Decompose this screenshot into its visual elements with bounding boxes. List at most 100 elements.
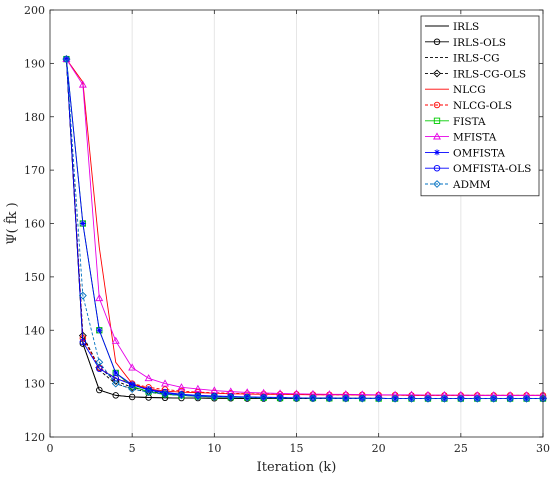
data-point	[128, 385, 137, 393]
legend-label: IRLS-OLS	[453, 37, 506, 49]
data-point	[162, 390, 169, 397]
data-point	[227, 393, 234, 400]
series-line	[66, 58, 543, 396]
legend-item: NLCG-OLS	[425, 100, 512, 112]
data-point	[193, 384, 202, 392]
x-tick-label: 30	[536, 442, 550, 455]
data-point	[112, 375, 119, 382]
legend-item: IRLS-CG	[425, 53, 500, 65]
legend-label: IRLS-CG-OLS	[453, 68, 526, 80]
legend-box	[420, 15, 540, 197]
legend-item: MFISTA	[425, 132, 497, 144]
data-point	[341, 394, 350, 403]
data-point	[178, 391, 185, 398]
legend-item: IRLS-CG-OLS	[425, 68, 526, 80]
data-point	[473, 394, 482, 403]
data-point	[226, 393, 235, 402]
legend-label: OMFISTA-OLS	[453, 163, 531, 175]
data-point	[358, 394, 367, 403]
y-tick-label: 200	[24, 4, 45, 17]
data-point	[112, 369, 119, 376]
data-point	[161, 379, 170, 387]
legend-item: ADMM	[425, 179, 491, 191]
data-point	[259, 393, 268, 402]
data-point	[243, 393, 252, 402]
y-tick-label: 120	[24, 431, 45, 444]
data-point	[161, 388, 169, 396]
legend-item: NLCG	[425, 84, 486, 96]
data-point	[96, 327, 103, 334]
data-point	[433, 164, 441, 172]
x-tick-label: 20	[372, 442, 386, 455]
legend-item: OMFISTA	[425, 147, 505, 159]
legend-label: NLCG-OLS	[453, 100, 512, 112]
data-point	[440, 394, 449, 403]
data-point	[210, 393, 219, 401]
data-point	[433, 132, 441, 140]
data-point	[193, 392, 202, 401]
data-point	[433, 101, 441, 109]
y-tick-label: 150	[24, 271, 45, 284]
data-point	[78, 80, 87, 88]
x-tick-label: 25	[454, 442, 468, 455]
legend-item: IRLS-OLS	[425, 37, 506, 49]
legend-label: IRLS	[453, 21, 479, 33]
legend-label: IRLS-CG	[453, 53, 500, 65]
data-point	[63, 56, 70, 63]
legend-item: OMFISTA-OLS	[425, 163, 531, 175]
y-tick-label: 140	[24, 324, 45, 337]
legend-item: FISTA	[425, 116, 486, 128]
data-point	[308, 394, 317, 403]
data-point	[374, 394, 383, 403]
data-point	[96, 386, 103, 394]
data-point	[144, 388, 153, 397]
x-tick-label: 0	[47, 442, 54, 455]
legend: IRLS IRLS-OLS IRLS-CG IRLS-CG-OLS NLCG NLCG-O…	[420, 15, 540, 197]
data-point	[292, 394, 301, 402]
data-point	[194, 392, 201, 399]
legend-label: OMFISTA	[453, 147, 505, 159]
legend-label: ADMM	[452, 179, 491, 191]
data-point	[434, 149, 440, 156]
legend-label: NLCG	[453, 84, 486, 96]
data-point	[112, 392, 119, 399]
data-point	[433, 38, 441, 46]
data-point	[433, 117, 441, 124]
data-point	[456, 394, 465, 403]
tick-layer: 0 5 10 15 20 25 30 120 130 140 150 160 170 180 190 200	[24, 4, 550, 455]
data-point	[111, 379, 120, 388]
y-tick-label: 190	[24, 57, 45, 70]
data-point	[424, 394, 432, 403]
data-point	[506, 394, 515, 403]
data-point	[144, 374, 153, 382]
data-point	[489, 394, 498, 403]
y-tick-label: 170	[24, 164, 45, 177]
data-point	[111, 336, 120, 344]
data-point	[79, 338, 87, 346]
x-axis-label: Iteration (k)	[257, 460, 337, 475]
series-layer	[62, 54, 547, 403]
y-axis-label: Ψ( f̂k )	[3, 202, 20, 245]
data-point	[391, 394, 400, 403]
data-point	[128, 363, 137, 371]
legend-label: FISTA	[453, 116, 486, 128]
data-point	[325, 394, 334, 403]
data-point	[145, 387, 152, 394]
data-point	[79, 220, 86, 227]
data-point	[276, 394, 285, 402]
data-point	[78, 291, 87, 300]
x-tick-label: 15	[290, 442, 304, 455]
x-tick-label: 5	[129, 442, 136, 455]
legend-item: IRLS	[425, 21, 479, 33]
legend-label: MFISTA	[453, 132, 497, 144]
data-point	[128, 393, 136, 401]
y-tick-label: 160	[24, 218, 45, 231]
y-tick-label: 180	[24, 111, 45, 124]
series-admm	[62, 55, 547, 403]
data-point	[433, 69, 441, 78]
data-point	[177, 383, 186, 391]
data-point	[62, 55, 71, 64]
data-point	[128, 381, 136, 388]
data-point	[407, 394, 416, 403]
